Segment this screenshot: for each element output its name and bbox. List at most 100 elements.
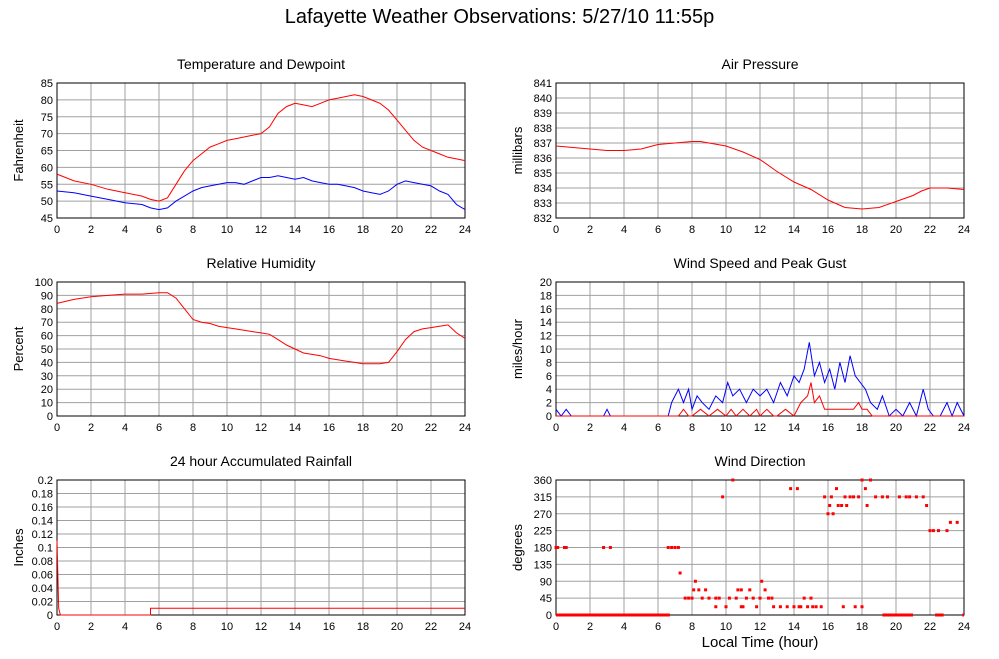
y-tick-label: 0.14 <box>32 516 53 528</box>
scatter-point <box>748 588 752 592</box>
x-tick-label: 0 <box>54 621 60 633</box>
x-tick-label: 20 <box>890 224 902 236</box>
series-line-0 <box>56 540 465 616</box>
y-tick-label: 0.16 <box>32 502 53 514</box>
scatter-point <box>826 512 830 516</box>
scatter-point <box>736 588 740 592</box>
scatter-point <box>802 596 806 600</box>
scatter-point <box>835 487 838 491</box>
y-tick-label: 0.2 <box>38 475 53 487</box>
y-tick-label: 10 <box>41 398 53 410</box>
y-tick-label: 0.06 <box>32 570 53 582</box>
x-tick-label: 8 <box>190 621 196 633</box>
series-line-1 <box>56 175 466 211</box>
scatter-point <box>673 546 677 549</box>
scatter-point <box>811 605 815 609</box>
scatter-point <box>678 571 682 575</box>
scatter-point <box>860 478 864 482</box>
scatter-point <box>554 546 558 549</box>
y-tick-label: 100 <box>35 277 53 289</box>
x-tick-label: 10 <box>221 621 233 633</box>
x-tick-label: 4 <box>122 422 128 434</box>
scatter-point <box>937 529 940 533</box>
scatter-point <box>789 487 793 491</box>
y-tick-label: 75 <box>41 112 53 124</box>
y-tick-label: 12 <box>540 331 552 343</box>
x-tick-label: 18 <box>856 422 868 434</box>
x-tick-label: 12 <box>754 422 766 434</box>
scatter-point <box>714 605 718 609</box>
scatter-point <box>955 520 959 524</box>
scatter-point <box>792 605 796 609</box>
y-tick-label: 45 <box>540 593 552 605</box>
x-tick-label: 6 <box>156 422 162 434</box>
y-tick-label: 70 <box>41 129 53 141</box>
scatter-point <box>948 520 952 524</box>
y-tick-label: 90 <box>540 576 552 588</box>
scatter-point <box>809 596 813 600</box>
series-line-0 <box>56 94 466 202</box>
y-tick-label: 40 <box>41 357 53 369</box>
scatter-point <box>724 605 728 609</box>
x-tick-label: 10 <box>221 422 233 434</box>
scatter-point <box>874 495 878 499</box>
x-tick-label: 12 <box>754 621 766 633</box>
x-tick-label: 8 <box>190 422 196 434</box>
x-tick-label: 0 <box>54 422 60 434</box>
x-tick-label: 4 <box>122 621 128 633</box>
x-tick-label: 2 <box>587 621 593 633</box>
x-tick-label: 20 <box>890 422 902 434</box>
scatter-point <box>829 495 833 499</box>
y-tick-label: 0.18 <box>32 489 53 501</box>
x-tick-label: 18 <box>357 621 369 633</box>
y-tick-label: 0 <box>47 411 53 423</box>
x-tick-label: 20 <box>391 224 403 236</box>
plot-frame <box>555 82 965 219</box>
y-tick-label: 80 <box>41 304 53 316</box>
y-tick-label: 0.08 <box>32 556 53 568</box>
x-tick-label: 2 <box>88 224 94 236</box>
y-tick-label: 180 <box>534 543 552 555</box>
scatter-point <box>697 588 701 592</box>
scatter-point <box>904 495 908 499</box>
y-tick-label: 50 <box>41 196 53 208</box>
y-tick-label: 0 <box>546 610 552 622</box>
x-tick-label: 18 <box>357 422 369 434</box>
scatter-point <box>795 487 799 491</box>
scatter-point <box>693 579 697 583</box>
x-tick-label: 8 <box>190 224 196 236</box>
y-tick-label: 16 <box>540 304 552 316</box>
scatter-point <box>931 529 935 533</box>
x-tick-label: 24 <box>958 621 970 633</box>
y-tick-label: 70 <box>41 317 53 329</box>
x-tick-label: 18 <box>856 224 868 236</box>
scatter-point <box>704 588 708 592</box>
y-tick-label: 8 <box>546 357 552 369</box>
scatter-point <box>797 605 801 609</box>
scatter-point <box>721 495 725 499</box>
y-tick-label: 14 <box>540 317 552 329</box>
x-tick-label: 12 <box>255 224 267 236</box>
chart-title: 24 hour Accumulated Rainfall <box>170 453 352 469</box>
x-tick-label: 2 <box>587 422 593 434</box>
scatter-point <box>602 546 606 549</box>
scatter-point <box>831 512 835 516</box>
x-tick-label: 12 <box>255 621 267 633</box>
scatter-point <box>758 596 762 600</box>
scatter-point <box>897 495 901 499</box>
scatter-point <box>823 495 827 499</box>
y-tick-label: 135 <box>534 559 552 571</box>
y-tick-label: 0.02 <box>32 597 53 609</box>
x-tick-label: 16 <box>822 422 834 434</box>
scatter-point <box>840 504 844 507</box>
scatter-point <box>763 588 767 592</box>
x-tick-label: 6 <box>655 224 661 236</box>
scatter-point <box>564 546 568 549</box>
x-tick-label: 16 <box>822 224 834 236</box>
scatter-point <box>755 605 759 609</box>
y-tick-label: 838 <box>534 123 552 135</box>
y-tick-label: 45 <box>41 213 53 225</box>
